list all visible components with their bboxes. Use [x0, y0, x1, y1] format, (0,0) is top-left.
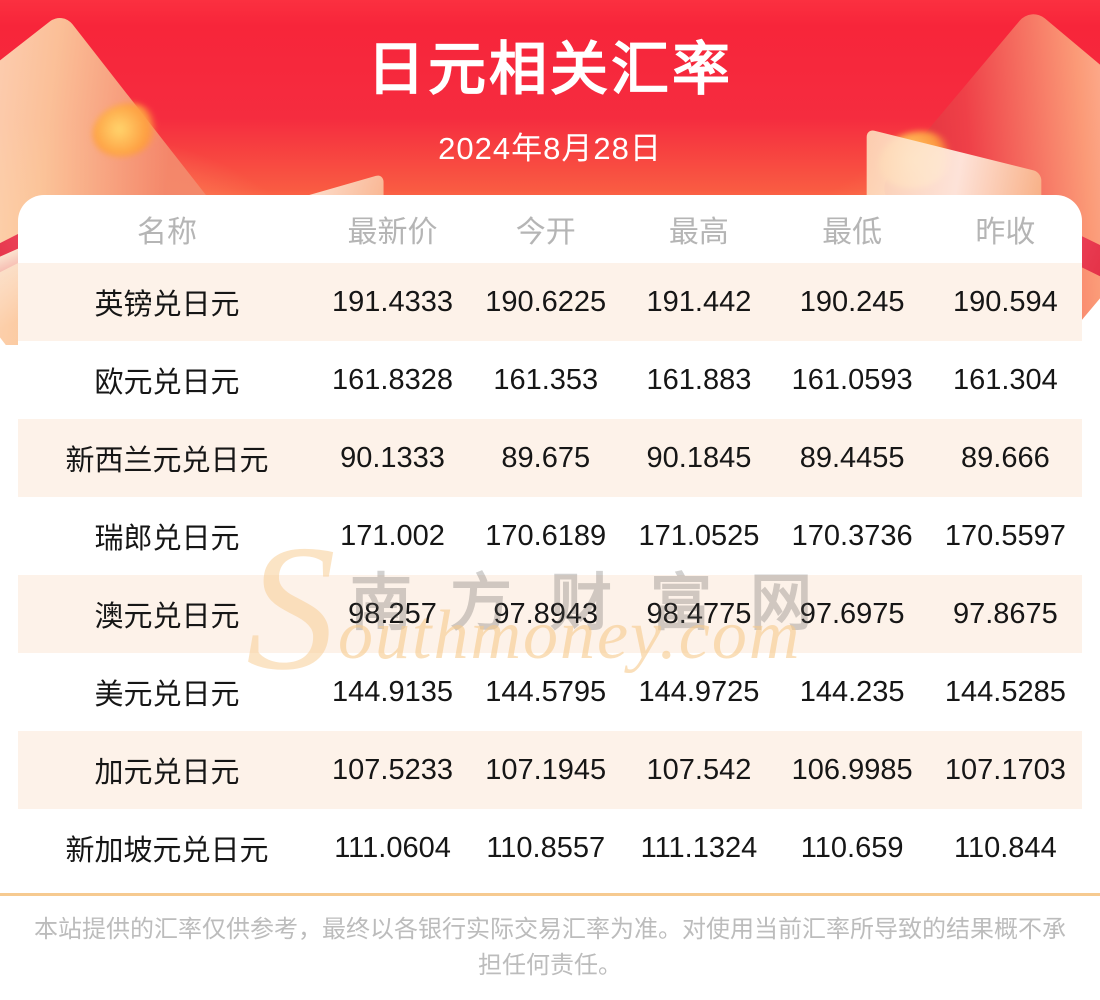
cell-name: 澳元兑日元 [94, 601, 240, 633]
cell-high: 171.0525 [638, 519, 760, 552]
cell-latest: 107.5233 [332, 753, 453, 786]
cell-open: 107.1945 [485, 753, 607, 786]
cell-high: 144.9725 [638, 675, 760, 708]
cell-low: 97.6975 [799, 597, 905, 630]
table-row: 加元兑日元 107.5233 107.1945 107.542 106.9985… [18, 731, 1082, 809]
cell-latest: 90.1333 [340, 441, 445, 474]
cell-prev-close: 144.5285 [944, 675, 1066, 708]
cell-high: 111.1324 [640, 831, 758, 864]
page-title: 日元相关汇率 [366, 37, 733, 102]
cell-low: 190.245 [799, 285, 905, 318]
cell-high: 161.883 [646, 363, 752, 396]
cell-latest: 98.257 [348, 597, 437, 630]
cell-prev-close: 190.594 [952, 285, 1058, 318]
cell-low: 89.4455 [799, 441, 905, 474]
cell-low: 170.3736 [791, 519, 913, 552]
cell-prev-close: 110.844 [954, 831, 1057, 864]
table-row: 欧元兑日元 161.8328 161.353 161.883 161.0593 … [18, 341, 1082, 419]
cell-low: 110.659 [800, 831, 904, 864]
table-row: 澳元兑日元 98.257 97.8943 98.4775 97.6975 97.… [18, 575, 1082, 653]
page-date: 2024年8月28日 [438, 131, 662, 166]
cell-prev-close: 170.5597 [944, 519, 1066, 552]
cell-high: 191.442 [646, 285, 752, 318]
cell-name: 英镑兑日元 [94, 289, 240, 321]
disclaimer-text: 本站提供的汇率仅供参考，最终以各银行实际交易汇率为准。对使用当前汇率所导致的结果… [34, 916, 1066, 979]
cell-open: 170.6189 [485, 519, 607, 552]
cell-prev-close: 107.1703 [944, 753, 1066, 786]
cell-name: 欧元兑日元 [94, 367, 240, 399]
cell-latest: 191.4333 [332, 285, 453, 318]
table-header-row: 名称 最新价 今开 最高 最低 昨收 [18, 195, 1082, 263]
col-header-open: 今开 [515, 216, 576, 249]
table-row: 英镑兑日元 191.4333 190.6225 191.442 190.245 … [18, 263, 1082, 341]
cell-latest: 161.8328 [332, 363, 453, 396]
cell-open: 190.6225 [485, 285, 607, 318]
cell-name: 美元兑日元 [94, 679, 240, 711]
cell-prev-close: 97.8675 [952, 597, 1058, 630]
cell-high: 107.542 [646, 753, 752, 786]
table-row: 新西兰元兑日元 90.1333 89.675 90.1845 89.4455 8… [18, 419, 1082, 497]
cell-low: 144.235 [799, 675, 905, 708]
cell-low: 106.9985 [791, 753, 913, 786]
cell-name: 瑞郎兑日元 [94, 523, 240, 555]
cell-high: 98.4775 [646, 597, 752, 630]
cell-low: 161.0593 [791, 363, 913, 396]
cell-latest: 144.9135 [332, 675, 453, 708]
table-row: 美元兑日元 144.9135 144.5795 144.9725 144.235… [18, 653, 1082, 731]
col-header-latest: 最新价 [347, 216, 438, 249]
rates-panel: 名称 最新价 今开 最高 最低 昨收 英镑兑日元 191.4333 190.62… [18, 195, 1082, 1000]
cell-open: 144.5795 [485, 675, 607, 708]
cell-open: 110.8557 [486, 831, 606, 864]
cell-name: 新西兰元兑日元 [65, 445, 269, 477]
cell-latest: 111.0604 [334, 831, 451, 864]
col-header-low: 最低 [822, 216, 883, 249]
cell-latest: 171.002 [340, 519, 445, 552]
col-header-name: 名称 [136, 216, 197, 249]
cell-prev-close: 161.304 [952, 363, 1058, 396]
cell-open: 161.353 [493, 363, 599, 396]
footer-divider [0, 893, 1100, 896]
cell-prev-close: 89.666 [961, 441, 1050, 474]
cell-name: 新加坡元兑日元 [65, 835, 269, 867]
cell-open: 89.675 [501, 441, 591, 474]
cell-name: 加元兑日元 [94, 757, 240, 789]
col-header-high: 最高 [668, 216, 729, 249]
table-row: 新加坡元兑日元 111.0604 110.8557 111.1324 110.6… [18, 809, 1082, 887]
table-row: 瑞郎兑日元 171.002 170.6189 171.0525 170.3736… [18, 497, 1082, 575]
col-header-prev-close: 昨收 [975, 216, 1036, 249]
exchange-rates-table: 名称 最新价 今开 最高 最低 昨收 英镑兑日元 191.4333 190.62… [18, 195, 1082, 887]
cell-open: 97.8943 [493, 597, 599, 630]
cell-high: 90.1845 [646, 441, 752, 474]
